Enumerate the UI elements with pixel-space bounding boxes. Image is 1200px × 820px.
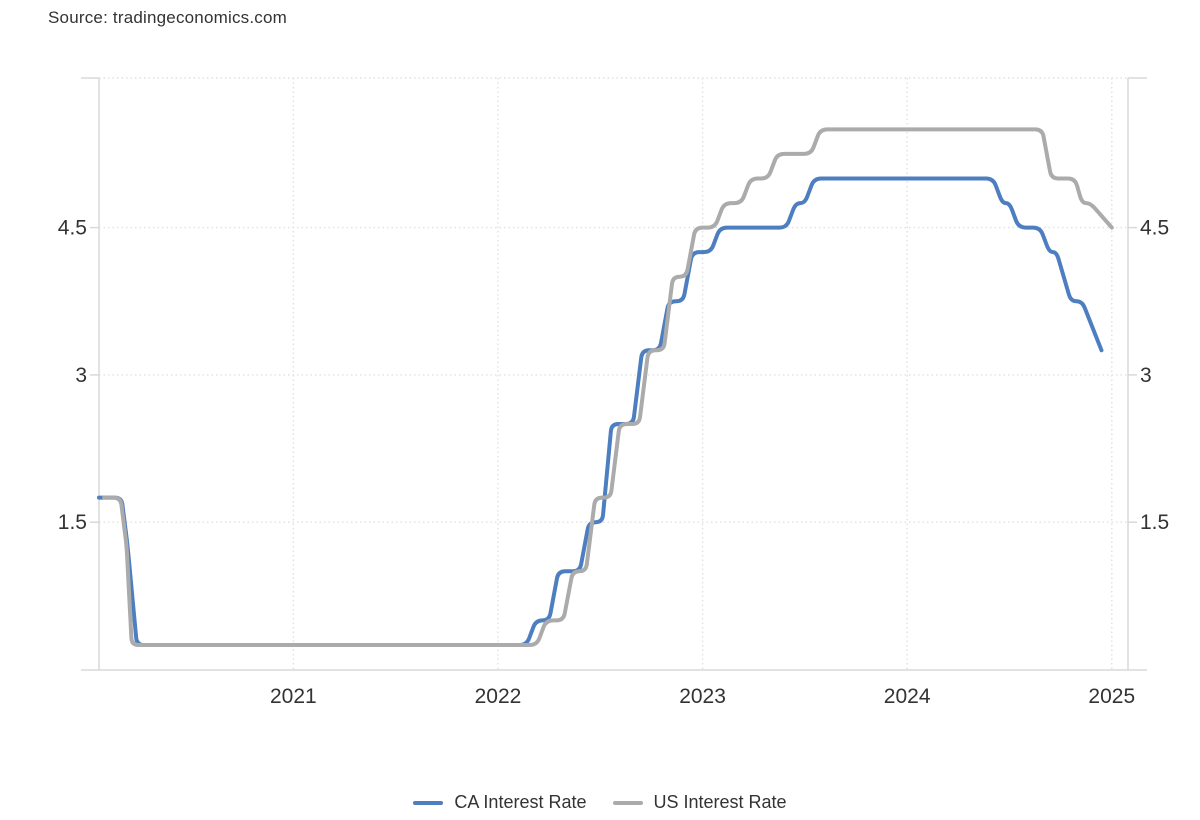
series-line-ca xyxy=(97,176,1104,647)
y-tick-label-left: 3 xyxy=(75,364,87,387)
y-tick-label-right: 3 xyxy=(1140,364,1152,387)
x-tick-label: 2023 xyxy=(679,685,726,708)
chart-legend: CA Interest Rate US Interest Rate xyxy=(0,792,1200,813)
us-series-swatch-icon xyxy=(612,800,643,805)
legend-item-ca-interest-rate[interactable]: CA Interest Rate xyxy=(413,792,587,813)
legend-item-us-interest-rate[interactable]: US Interest Rate xyxy=(612,792,787,813)
series-line-us xyxy=(102,127,1114,647)
x-tick-label: 2022 xyxy=(475,685,522,708)
y-tick-label-left: 1.5 xyxy=(58,511,87,534)
x-tick-label: 2021 xyxy=(270,685,317,708)
y-tick-label-right: 1.5 xyxy=(1140,511,1169,534)
x-tick-label: 2025 xyxy=(1088,685,1135,708)
source-label: Source: tradingeconomics.com xyxy=(48,8,287,27)
legend-label-ca: CA Interest Rate xyxy=(454,792,587,812)
x-tick-label: 2024 xyxy=(884,685,931,708)
y-tick-label-left: 4.5 xyxy=(58,217,87,240)
legend-label-us: US Interest Rate xyxy=(653,792,787,812)
y-tick-label-right: 4.5 xyxy=(1140,217,1169,240)
ca-series-swatch-icon xyxy=(413,800,444,805)
